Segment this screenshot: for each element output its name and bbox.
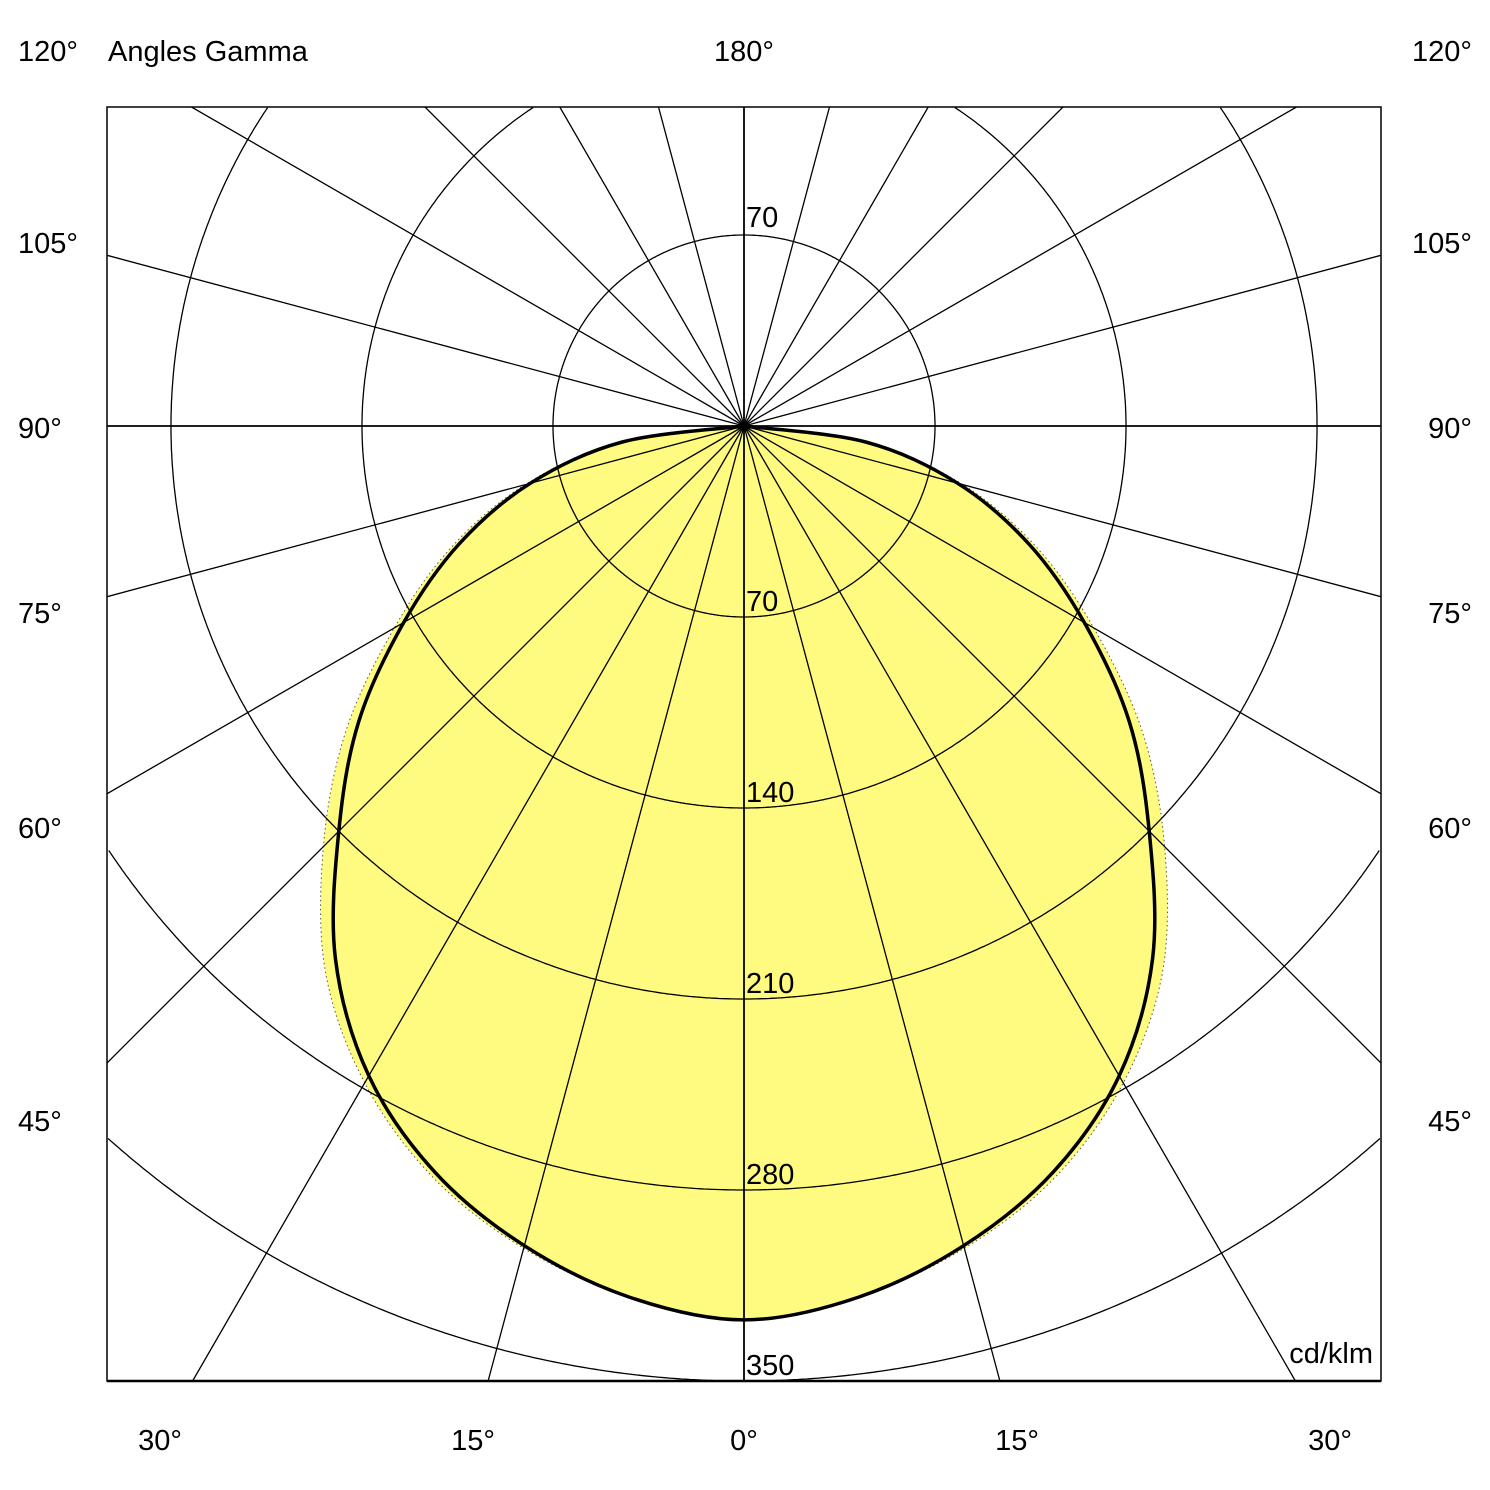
ring-label: 280 xyxy=(746,1159,794,1191)
angle-label-bottom: 15° xyxy=(451,1425,495,1457)
angle-label-bottom: 30° xyxy=(138,1425,182,1457)
series-black-line xyxy=(331,424,1157,1322)
grid-radial-line xyxy=(743,107,929,427)
grid-radial-line xyxy=(559,107,745,427)
top-ring-label: 70 xyxy=(746,202,778,234)
grid-radial-line xyxy=(657,107,745,427)
angle-label-right: 90° xyxy=(1428,413,1472,445)
angle-label-bottom: 15° xyxy=(995,1425,1039,1457)
ring-label: 70 xyxy=(746,586,778,618)
chart-title: Angles Gamma xyxy=(108,36,309,68)
angle-label-left: 60° xyxy=(18,813,62,845)
grid-radial-line xyxy=(424,107,745,427)
grid-radial-line xyxy=(107,425,745,795)
grid-radial-line xyxy=(487,425,745,1381)
ring-label: 350 xyxy=(746,1350,794,1382)
grid-radial-line xyxy=(743,425,1001,1381)
grid-ring xyxy=(170,107,1318,1000)
angle-label-top: 180° xyxy=(714,36,774,68)
grid-radial-line xyxy=(107,254,745,427)
ring-label: 140 xyxy=(746,777,794,809)
grid-radial-line xyxy=(743,107,1297,427)
grid-radial-line xyxy=(743,254,1381,427)
angle-label-left: 105° xyxy=(18,228,78,260)
grid-radial-line xyxy=(743,107,1064,427)
angle-label-bottom: 0° xyxy=(730,1425,758,1457)
grid-radial-line xyxy=(191,107,745,427)
grid-radial-line xyxy=(107,425,745,1064)
angle-label-right: 60° xyxy=(1428,813,1472,845)
angle-label-left: 45° xyxy=(18,1106,62,1138)
ring-label: 210 xyxy=(746,968,794,1000)
angle-label-top-right: 120° xyxy=(1412,36,1472,68)
angle-label-bottom: 30° xyxy=(1308,1425,1352,1457)
grid-radial-line xyxy=(743,107,831,427)
grid-radial-line xyxy=(743,425,1381,598)
angle-label-left: 90° xyxy=(18,413,62,445)
grid-ring xyxy=(108,850,1380,1191)
angle-label-right: 105° xyxy=(1412,228,1472,260)
angle-label-right: 45° xyxy=(1428,1106,1472,1138)
unit-label: cd/klm xyxy=(1289,1338,1373,1370)
angle-label-right: 75° xyxy=(1428,598,1472,630)
angle-label-left: 75° xyxy=(18,598,62,630)
grid-ring xyxy=(107,1138,1381,1381)
grid-radial-line xyxy=(743,425,1381,1064)
grid-radial-line xyxy=(743,425,1296,1381)
grid-radial-line xyxy=(192,425,745,1381)
angle-label-top-left: 120° xyxy=(18,36,78,68)
grid-ring xyxy=(361,107,1127,809)
grid-radial-line xyxy=(107,425,745,598)
grid-radial-line xyxy=(743,425,1381,795)
